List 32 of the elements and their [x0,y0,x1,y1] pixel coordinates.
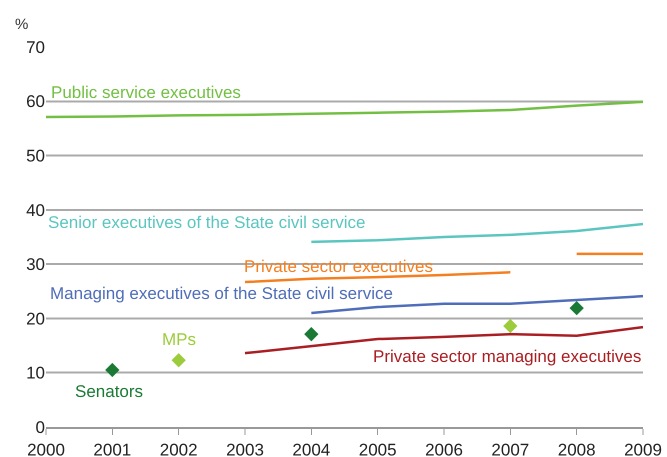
y-tick-label: 70 [26,38,45,57]
series-label: Senators [75,382,144,401]
point [304,327,318,342]
x-tick-label: 2002 [160,440,198,457]
x-tick-label: 2008 [558,440,596,457]
series-label: Private sector managing executives [373,347,642,366]
x-tick-label: 2003 [226,440,264,457]
y-tick-label: 10 [26,364,45,383]
y-tick-label: 50 [26,146,45,166]
y-tick-label: 20 [26,309,45,328]
point [503,318,518,334]
series-label: MPs [162,330,196,349]
x-tick-label: 2000 [27,440,65,457]
series-label: Managing executives of the State civil service [50,284,394,303]
x-tick-label: 2004 [292,440,330,457]
line-series [46,100,643,118]
x-tick-label: 2006 [425,440,463,457]
y-tick-label: 40 [26,200,45,220]
x-tick-label: 2005 [358,440,397,457]
y-tick-label: 30 [26,255,45,274]
point [105,362,120,378]
series-label: Public service executives [51,83,241,102]
y-tick-label: 0 [36,418,45,437]
x-tick-label: 2007 [491,440,530,457]
point [172,353,186,368]
x-tick-label: 2001 [93,440,132,457]
y-tick-label: 60 [26,92,45,112]
point [570,300,584,316]
x-tick-label: 2009 [624,440,662,457]
series-label: Private sector executives [244,257,433,276]
y-axis-title: % [15,16,28,33]
series-label: Senior executives of the State civil service [48,213,366,232]
